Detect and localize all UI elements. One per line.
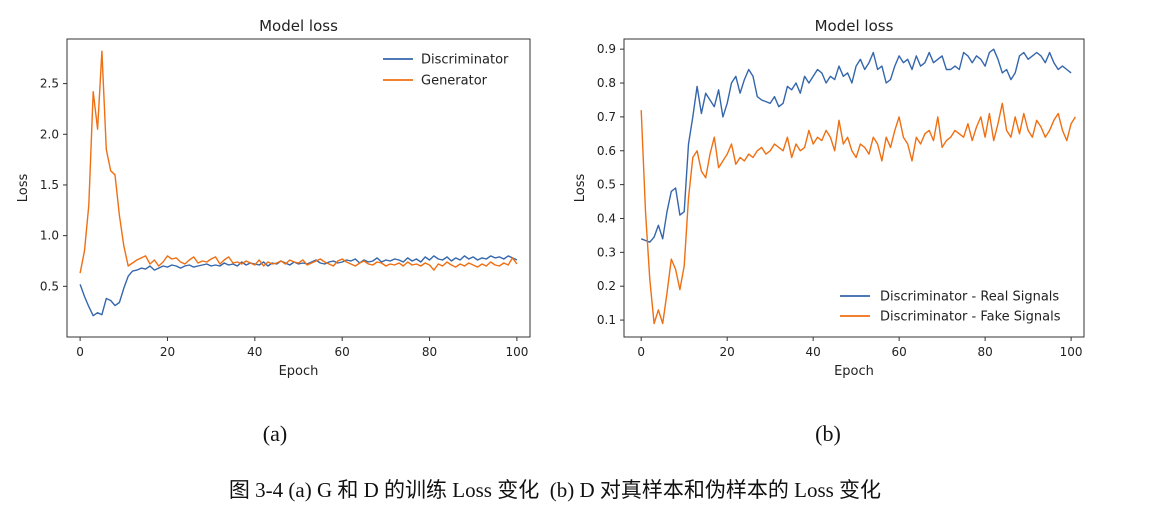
y-tick-label: 0.9 xyxy=(597,42,616,56)
y-tick-label: 0.8 xyxy=(597,76,616,90)
x-tick-label: 0 xyxy=(637,345,645,359)
plot-frame xyxy=(623,38,1085,338)
y-tick-label: 2.5 xyxy=(40,77,59,91)
series-line-orange xyxy=(79,50,518,274)
chart-b: Model loss 0 20 40 60 80 100 0.1 0.2 0.3 0.4 0.5 0.6… xyxy=(573,17,1085,379)
series-line-blue xyxy=(79,255,518,317)
series-line-blue xyxy=(640,48,1072,243)
y-tick-label: 0.5 xyxy=(40,279,59,293)
legend-label: Discriminator - Real Signals xyxy=(880,290,1059,305)
y-tick-label: 0.2 xyxy=(597,279,616,293)
x-axis-label: Epoch xyxy=(279,364,319,379)
panel-label-a: (a) xyxy=(263,421,287,446)
legend-label: Discriminator - Fake Signals xyxy=(880,310,1061,325)
y-tick-label: 0.1 xyxy=(597,313,616,327)
y-axis-label: Loss xyxy=(573,174,588,203)
x-tick-label: 40 xyxy=(247,345,262,359)
y-tick-label: 1.5 xyxy=(40,178,59,192)
x-tick-label: 60 xyxy=(335,345,350,359)
y-tick-label: 0.3 xyxy=(597,245,616,259)
chart-a: Model loss 0 20 40 60 80 100 0.5 1.0 1.5 2.0 2.5 Epo… xyxy=(16,17,531,379)
y-axis-label: Loss xyxy=(16,174,31,203)
x-tick-label: 80 xyxy=(977,345,992,359)
x-tick-label: 0 xyxy=(76,345,84,359)
x-tick-label: 100 xyxy=(1060,345,1083,359)
x-tick-label: 20 xyxy=(720,345,735,359)
x-tick-label: 60 xyxy=(891,345,906,359)
x-tick-label: 100 xyxy=(505,345,528,359)
x-tick-label: 80 xyxy=(422,345,437,359)
plot-frame xyxy=(66,38,531,338)
legend: Discriminator Generator xyxy=(383,53,509,89)
figure-caption: 图 3-4 (a) G 和 D 的训练 Loss 变化 (b) D 对真样本和伪… xyxy=(229,478,881,502)
y-tick-label: 0.7 xyxy=(597,110,616,124)
y-tick-label: 2.0 xyxy=(40,127,59,141)
legend-label: Generator xyxy=(421,74,488,89)
x-tick-label: 20 xyxy=(160,345,175,359)
y-tick-label: 1.0 xyxy=(40,229,59,243)
legend: Discriminator - Real Signals Discriminato… xyxy=(840,290,1061,325)
legend-label: Discriminator xyxy=(421,53,509,68)
y-tick-label: 0.6 xyxy=(597,144,616,158)
panel-label-b: (b) xyxy=(815,421,841,446)
y-tick-label: 0.5 xyxy=(597,178,616,192)
chart-title: Model loss xyxy=(815,17,894,35)
x-axis-label: Epoch xyxy=(834,364,874,379)
y-tick-label: 0.4 xyxy=(597,211,616,225)
x-tick-label: 40 xyxy=(806,345,821,359)
chart-title: Model loss xyxy=(259,17,338,35)
series-line-orange xyxy=(640,102,1076,325)
